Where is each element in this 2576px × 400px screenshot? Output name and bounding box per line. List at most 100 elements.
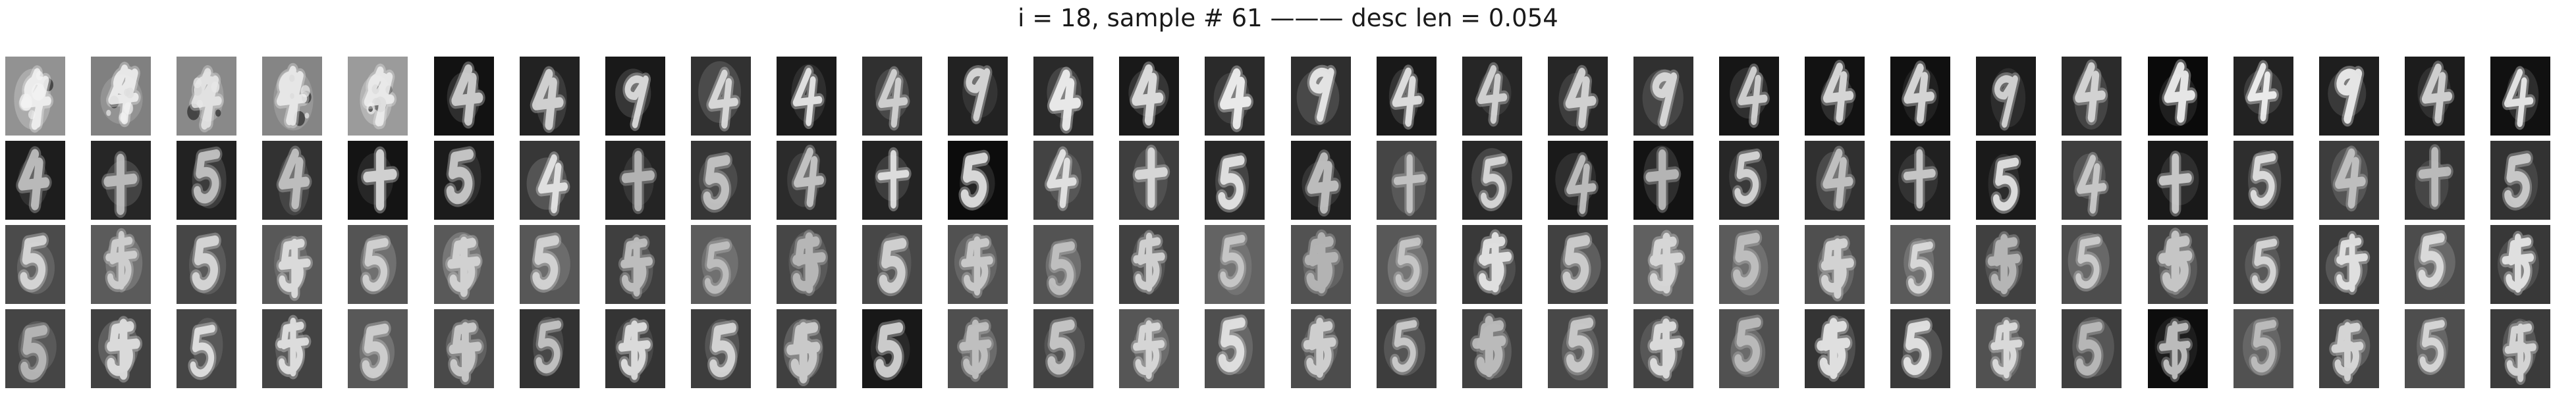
figure-title: i = 18, sample # 61 ——— desc len = 0.054 (1018, 4, 1558, 32)
digit-image (91, 57, 151, 136)
digit-image (1633, 57, 1693, 136)
digit-image (1376, 57, 1437, 136)
digit-image (1290, 141, 1351, 220)
digit-image (1976, 225, 2037, 304)
digit-image (177, 225, 237, 304)
digit-image (1547, 225, 1608, 304)
digit-image (1119, 309, 1180, 388)
digit-image (690, 225, 751, 304)
digit-image (1547, 57, 1608, 136)
digit-image (948, 57, 1008, 136)
digit-image (348, 141, 408, 220)
digit-image (1976, 309, 2037, 388)
digit-image (605, 141, 665, 220)
digit-image (5, 141, 65, 220)
digit-image (1205, 309, 1265, 388)
digit-image (2233, 141, 2293, 220)
digit-image (1805, 309, 1865, 388)
digit-image (1033, 57, 1094, 136)
digit-image (1976, 57, 2037, 136)
digit-image (262, 57, 323, 136)
digit-image (5, 309, 65, 388)
digit-image (348, 309, 408, 388)
digit-image (91, 225, 151, 304)
digit-image (690, 141, 751, 220)
digit-image (1205, 57, 1265, 136)
digit-image (605, 309, 665, 388)
digit-image (1805, 57, 1865, 136)
digit-image (1633, 309, 1693, 388)
digit-image (1205, 141, 1265, 220)
digit-image (948, 309, 1008, 388)
digit-image (2318, 225, 2379, 304)
digit-image (1890, 309, 1951, 388)
digit-image (1462, 57, 1522, 136)
digit-image (776, 309, 836, 388)
digit-image (2318, 309, 2379, 388)
digit-image (91, 141, 151, 220)
digit-image (2490, 309, 2550, 388)
digit-image (2147, 57, 2208, 136)
digit-image (1719, 225, 1779, 304)
digit-image (2062, 141, 2122, 220)
digit-image (1633, 225, 1693, 304)
digit-image (262, 309, 323, 388)
digit-image (2318, 57, 2379, 136)
digit-image (948, 141, 1008, 220)
digit-image (1290, 309, 1351, 388)
digit-image (2062, 57, 2122, 136)
digit-image (690, 309, 751, 388)
digit-image (2490, 225, 2550, 304)
digit-image (433, 57, 494, 136)
digit-image (1547, 141, 1608, 220)
digit-image (862, 141, 922, 220)
digit-image (1290, 57, 1351, 136)
digit-image (1890, 225, 1951, 304)
digit-image (5, 225, 65, 304)
digit-image (1462, 225, 1522, 304)
digit-image (2147, 309, 2208, 388)
digit-image (605, 57, 665, 136)
digit-image (1290, 225, 1351, 304)
digit-image (2147, 141, 2208, 220)
digit-image (862, 57, 922, 136)
digit-image (1719, 141, 1779, 220)
digit-image (1547, 309, 1608, 388)
digit-image (2404, 57, 2465, 136)
digit-image (1033, 225, 1094, 304)
digit-image (2062, 225, 2122, 304)
digit-image (1805, 225, 1865, 304)
digit-image (1033, 309, 1094, 388)
digit-image (1376, 141, 1437, 220)
digit-image (1890, 57, 1951, 136)
digit-image (262, 225, 323, 304)
digit-image (1719, 309, 1779, 388)
digit-image (2233, 57, 2293, 136)
digit-image (519, 57, 580, 136)
digit-image (262, 141, 323, 220)
digit-image (1890, 141, 1951, 220)
digit-image (1119, 225, 1180, 304)
digit-image (519, 309, 580, 388)
digit-image (2490, 141, 2550, 220)
digit-image (1462, 309, 1522, 388)
digit-image (519, 225, 580, 304)
digit-image (2404, 225, 2465, 304)
digit-image (862, 309, 922, 388)
digit-image (2233, 309, 2293, 388)
digit-image (2233, 225, 2293, 304)
digit-image (1976, 141, 2037, 220)
digit-image (948, 225, 1008, 304)
digit-image (1462, 141, 1522, 220)
digit-image (862, 225, 922, 304)
digit-image (1719, 57, 1779, 136)
digit-image (348, 225, 408, 304)
digit-image (2404, 141, 2465, 220)
digit-image (2147, 225, 2208, 304)
digit-image (690, 57, 751, 136)
digit-image (605, 225, 665, 304)
digit-image (433, 225, 494, 304)
digit-image (1633, 141, 1693, 220)
